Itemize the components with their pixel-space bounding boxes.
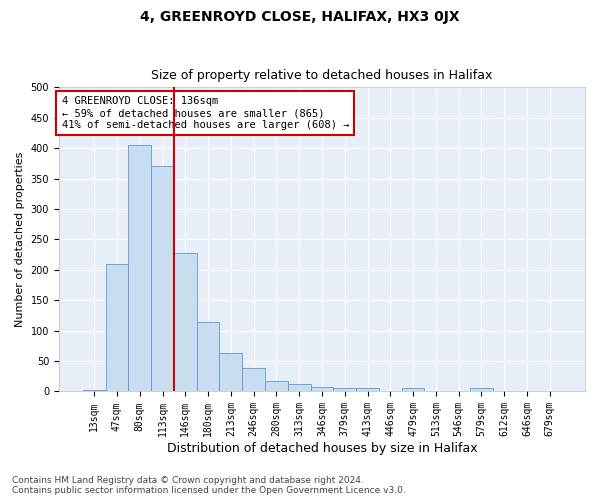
Bar xyxy=(311,387,334,392)
Bar xyxy=(470,388,493,392)
Bar xyxy=(106,264,128,392)
Bar xyxy=(424,391,447,392)
Bar xyxy=(288,384,311,392)
Text: Contains HM Land Registry data © Crown copyright and database right 2024.
Contai: Contains HM Land Registry data © Crown c… xyxy=(12,476,406,495)
Title: Size of property relative to detached houses in Halifax: Size of property relative to detached ho… xyxy=(151,69,493,82)
Bar xyxy=(379,391,401,392)
Bar xyxy=(356,388,379,392)
Bar xyxy=(83,390,106,392)
Text: 4 GREENROYD CLOSE: 136sqm
← 59% of detached houses are smaller (865)
41% of semi: 4 GREENROYD CLOSE: 136sqm ← 59% of detac… xyxy=(62,96,349,130)
X-axis label: Distribution of detached houses by size in Halifax: Distribution of detached houses by size … xyxy=(167,442,477,455)
Bar xyxy=(174,253,197,392)
Bar xyxy=(538,391,561,392)
Text: 4, GREENROYD CLOSE, HALIFAX, HX3 0JX: 4, GREENROYD CLOSE, HALIFAX, HX3 0JX xyxy=(140,10,460,24)
Y-axis label: Number of detached properties: Number of detached properties xyxy=(15,152,25,327)
Bar xyxy=(242,368,265,392)
Bar xyxy=(197,322,220,392)
Bar xyxy=(515,391,538,392)
Bar xyxy=(151,166,174,392)
Bar xyxy=(128,145,151,392)
Bar xyxy=(334,388,356,392)
Bar xyxy=(493,391,515,392)
Bar xyxy=(220,353,242,392)
Bar xyxy=(447,391,470,392)
Bar xyxy=(265,381,288,392)
Bar xyxy=(401,388,424,392)
